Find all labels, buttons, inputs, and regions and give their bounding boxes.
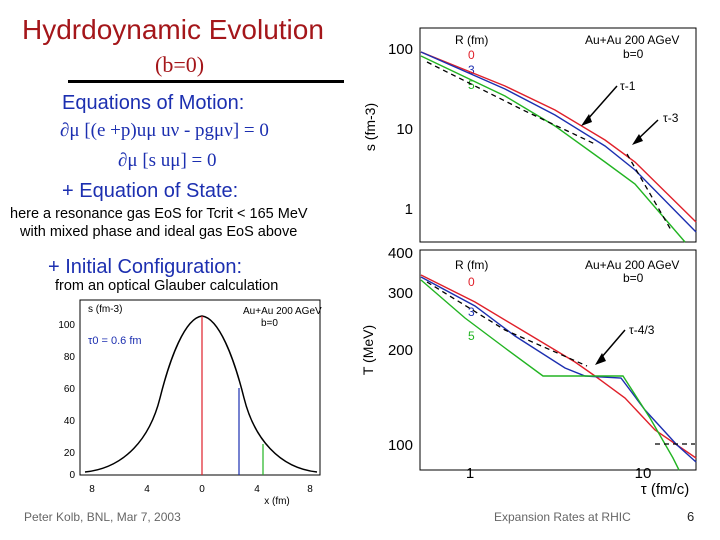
temperature-series-r3 bbox=[420, 276, 697, 463]
profile-collision: Au+Au 200 AGeV bbox=[243, 306, 322, 317]
temperature-frame bbox=[419, 249, 697, 471]
ytick-80: 80 bbox=[64, 352, 76, 363]
entropy-series-r0 bbox=[420, 51, 697, 223]
temperature-legend-5: 5 bbox=[468, 329, 475, 343]
temperature-ylabel: T (MeV) bbox=[360, 325, 376, 375]
entropy-equation: ∂μ [s uμ] = 0 bbox=[118, 150, 217, 171]
temperature-arrow bbox=[600, 329, 626, 359]
profile-frame bbox=[79, 299, 321, 476]
temperature-xtick-1: 1 bbox=[466, 465, 474, 482]
initial-config-heading: + Initial Configuration: bbox=[48, 256, 243, 278]
xtick-m4: 4 bbox=[144, 484, 150, 495]
temperature-arrowhead bbox=[595, 353, 606, 365]
xtick-8: 8 bbox=[307, 484, 313, 495]
entropy-legend-5: 5 bbox=[468, 78, 475, 92]
eos-heading: + Equation of State: bbox=[62, 180, 239, 202]
footer-author: Peter Kolb, BNL, Mar 7, 2003 bbox=[24, 510, 181, 524]
temperature-xlabel: τ (fm/c) bbox=[641, 481, 689, 498]
temperature-ytick-200: 200 bbox=[388, 342, 413, 359]
energy-momentum-equation: ∂μ [(e +p)uμ uν - pgμν] = 0 bbox=[60, 120, 269, 141]
profile-tau0: τ0 = 0.6 fm bbox=[88, 335, 142, 347]
initial-profile-chart: s (fm-3) Au+Au 200 AGeV b=0 τ0 = 0.6 fm … bbox=[58, 299, 322, 507]
entropy-legend-header: R (fm) bbox=[455, 33, 488, 47]
temperature-ytick-100: 100 bbox=[388, 437, 413, 454]
temperature-chart: T (MeV) 400 300 200 100 1 10 τ (fm/c) R … bbox=[360, 245, 697, 498]
profile-b: b=0 bbox=[261, 318, 278, 329]
temperature-ytick-400: 400 bbox=[388, 245, 413, 262]
entropy-ytick-100: 100 bbox=[388, 41, 413, 58]
entropy-ytick-1: 1 bbox=[405, 201, 413, 218]
entropy-annot-tau-3: τ-3 bbox=[663, 111, 679, 125]
equations-heading: Equations of Motion: bbox=[62, 92, 245, 114]
entropy-fit-tau-3 bbox=[626, 153, 672, 231]
ytick-100: 100 bbox=[58, 320, 75, 331]
xtick-4: 4 bbox=[254, 484, 260, 495]
profile-ylabel: s (fm-3) bbox=[88, 304, 122, 315]
temperature-legend-0: 0 bbox=[468, 275, 475, 289]
entropy-ylabel: s (fm-3) bbox=[362, 103, 378, 151]
entropy-chart: s (fm-3) 100 10 1 R (fm) 0 3 5 Au+Au 200… bbox=[362, 27, 697, 243]
temperature-annot-tau-4-3: τ-4/3 bbox=[629, 323, 655, 337]
entropy-b: b=0 bbox=[623, 47, 644, 61]
eos-note-line2: with mixed phase and ideal gas EoS above bbox=[20, 224, 298, 240]
slide-subtitle: (b=0) bbox=[155, 52, 205, 77]
temperature-series-r5 bbox=[420, 279, 680, 471]
entropy-ytick-10: 10 bbox=[396, 121, 413, 138]
temperature-legend-header: R (fm) bbox=[455, 258, 488, 272]
entropy-arrowhead-1 bbox=[581, 114, 592, 126]
entropy-frame bbox=[419, 27, 697, 243]
footer-talk-title: Expansion Rates at RHIC bbox=[494, 510, 631, 524]
xtick-0: 0 bbox=[199, 484, 205, 495]
page-number: 6 bbox=[687, 509, 695, 524]
profile-xlabel: x (fm) bbox=[264, 496, 290, 507]
ytick-0: 0 bbox=[69, 470, 75, 481]
ytick-60: 60 bbox=[64, 384, 76, 395]
title-underline bbox=[68, 80, 344, 83]
initial-config-note: from an optical Glauber calculation bbox=[55, 278, 279, 294]
temperature-series-r0 bbox=[420, 274, 697, 459]
entropy-legend-0: 0 bbox=[468, 48, 475, 62]
entropy-legend-3: 3 bbox=[468, 63, 475, 77]
temperature-legend-3: 3 bbox=[468, 305, 475, 319]
temperature-fit-tau-4-3 bbox=[426, 281, 588, 367]
entropy-series-r5 bbox=[420, 55, 686, 243]
slide-title: Hydrdoynamic Evolution bbox=[22, 14, 324, 45]
entropy-annot-tau-1: τ-1 bbox=[620, 79, 636, 93]
temperature-collision: Au+Au 200 AGeV bbox=[585, 258, 679, 272]
temperature-b: b=0 bbox=[623, 271, 644, 285]
entropy-fit-tau-1 bbox=[426, 61, 596, 145]
xtick-m8: 8 bbox=[89, 484, 95, 495]
temperature-ytick-300: 300 bbox=[388, 285, 413, 302]
ytick-40: 40 bbox=[64, 416, 76, 427]
ytick-20: 20 bbox=[64, 448, 76, 459]
entropy-arrowhead-2 bbox=[632, 134, 643, 145]
entropy-collision: Au+Au 200 AGeV bbox=[585, 33, 679, 47]
entropy-arrow-1 bbox=[586, 85, 618, 121]
entropy-series-r3 bbox=[420, 51, 697, 233]
eos-note-line1: here a resonance gas EoS for Tcrit < 165… bbox=[10, 206, 308, 222]
temperature-xtick-10: 10 bbox=[635, 465, 652, 482]
